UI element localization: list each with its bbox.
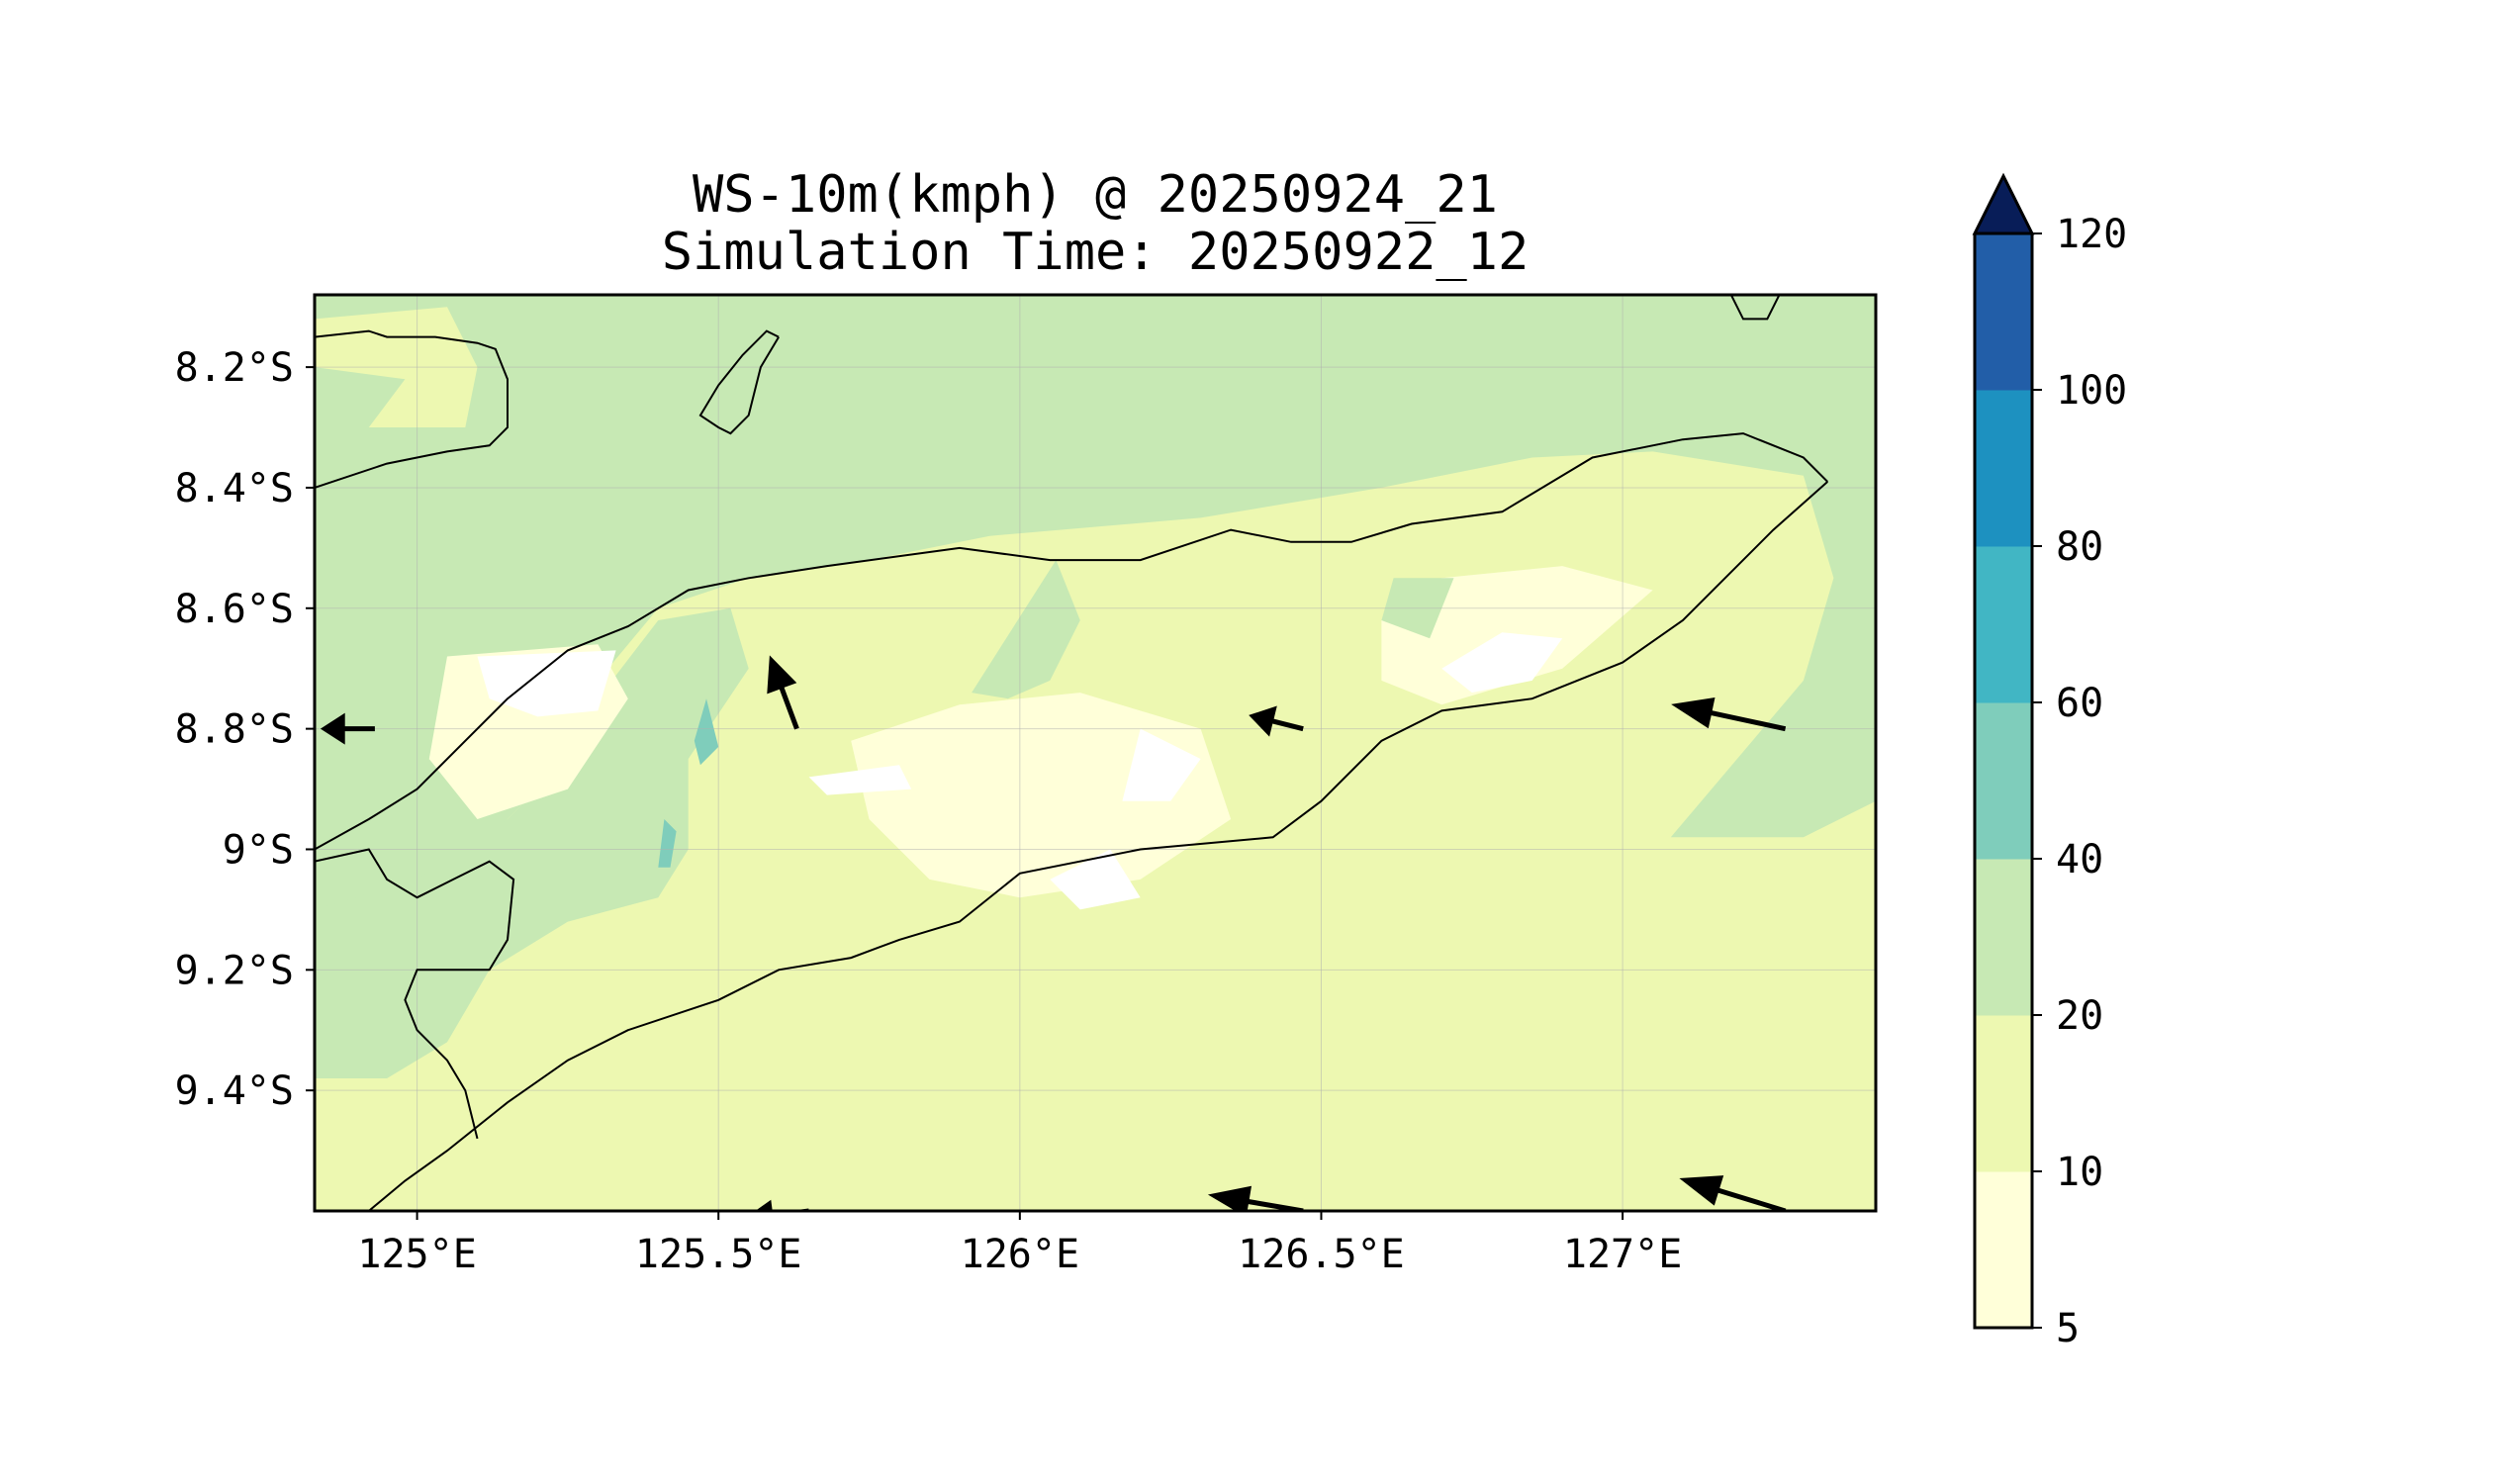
coastline-alor-coast <box>315 329 509 489</box>
wind-vector <box>1679 1175 1787 1211</box>
coastline-wetar-tip <box>1729 295 1781 321</box>
contour-region-0-5 <box>1050 849 1141 910</box>
colorbar-segment <box>1975 1015 2032 1172</box>
contour-region-40-60 <box>694 698 719 766</box>
coastline-oecusse-coast <box>315 848 515 1140</box>
y-tick-label: 9.2°S <box>175 948 294 993</box>
x-tick-label: 125°E <box>357 1232 476 1277</box>
wind-arrow <box>320 712 375 745</box>
wind-arrow <box>767 655 799 730</box>
colorbar-tick-label: 5 <box>2056 1306 2080 1351</box>
wind-vector <box>1671 697 1787 732</box>
contour-region-0-5 <box>808 765 912 795</box>
y-tick-label: 9.4°S <box>175 1068 294 1114</box>
colorbar: 5 10 20 40 60 80 100 120 <box>1972 172 2127 1351</box>
coastline-atauro-island <box>698 329 780 435</box>
plot-frame <box>313 293 1878 1213</box>
wind-arrow <box>1679 1175 1787 1211</box>
colorbar-segment <box>1975 1171 2032 1329</box>
wind-vector <box>320 712 375 745</box>
contour-region-0-5 <box>1122 728 1201 801</box>
wind-vector <box>1207 1185 1304 1211</box>
colorbar-segment <box>1975 859 2032 1016</box>
contour-region-20-40 <box>315 295 1876 971</box>
x-tick-label: 127°E <box>1563 1232 1682 1277</box>
colorbar-tick-label: 80 <box>2056 524 2103 570</box>
colorbar-tick-label: 20 <box>2056 993 2103 1039</box>
contour-region-0-5 <box>1441 632 1563 694</box>
colorbar-tick-label: 10 <box>2056 1150 2103 1195</box>
colorbar-segment <box>1975 233 2032 391</box>
x-tick-label: 126.5°E <box>1238 1232 1405 1277</box>
y-axis: 8.2°S 8.4°S 8.6°S 8.8°S 9°S 9.2°S 9.4°S <box>175 345 315 1114</box>
x-tick-label: 125.5°E <box>635 1232 802 1277</box>
wind-vector <box>1249 705 1304 737</box>
y-tick-label: 8.8°S <box>175 707 294 753</box>
wind-vector <box>755 1199 809 1211</box>
colorbar-tick-label: 100 <box>2056 368 2127 414</box>
coastline-timor-south-coast <box>368 481 1828 1211</box>
contour-region-40-60 <box>658 819 677 868</box>
contour-region-20-40 <box>315 607 749 1078</box>
x-axis: 125°E 125.5°E 126°E 126.5°E 127°E <box>357 1211 1682 1277</box>
contour-region-10-20 <box>814 578 990 694</box>
colorbar-extend-arrow <box>1972 172 2035 235</box>
chart-title-line1: WS-10m(kmph) @ 20250924_21 <box>693 165 1498 225</box>
colorbar-frame <box>1973 233 2034 1330</box>
coastline-timor-north-coast <box>315 432 1829 851</box>
colorbar-segment <box>1975 390 2032 547</box>
y-tick-label: 8.4°S <box>175 466 294 511</box>
x-tick-label: 126°E <box>961 1232 1079 1277</box>
chart-title-line2: Simulation Time: 20250922_12 <box>662 223 1530 282</box>
plot-area <box>315 295 1876 1211</box>
wind-arrow <box>1249 705 1304 737</box>
wind-arrow <box>1207 1185 1304 1211</box>
y-tick-label: 8.6°S <box>175 587 294 632</box>
contour-region-5-10 <box>851 693 1232 898</box>
contour-region-0-5 <box>477 650 616 717</box>
colorbar-tick-label: 120 <box>2056 212 2127 257</box>
colorbar-tick-label: 40 <box>2056 837 2103 882</box>
wind-arrow <box>755 1199 809 1211</box>
y-tick-label: 9°S <box>223 827 294 873</box>
y-tick-label: 8.2°S <box>175 345 294 391</box>
colorbar-segment <box>1975 546 2032 703</box>
colorbar-tick-label: 60 <box>2056 681 2103 726</box>
wind-vector <box>767 655 799 730</box>
contour-region-20-40 <box>972 560 1080 699</box>
colorbar-segment <box>1975 702 2032 860</box>
wind-arrow <box>1671 697 1787 732</box>
